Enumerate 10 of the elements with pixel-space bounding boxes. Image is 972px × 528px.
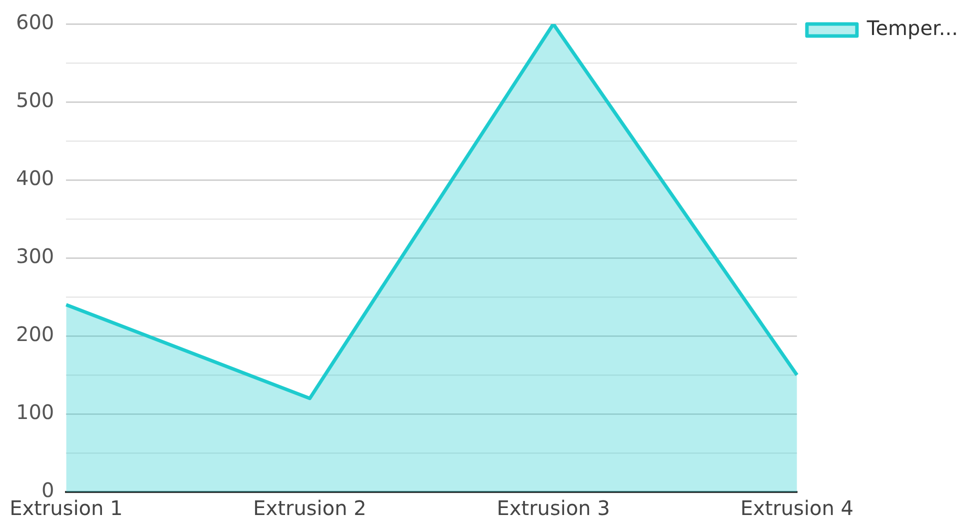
legend-label: Temper... xyxy=(866,16,958,40)
y-tick-label: 300 xyxy=(16,244,54,268)
x-tick-label: Extrusion 3 xyxy=(496,496,610,520)
y-tick-label: 600 xyxy=(16,10,54,34)
y-tick-label: 500 xyxy=(16,88,54,112)
y-tick-label: 100 xyxy=(16,400,54,424)
x-tick-label: Extrusion 2 xyxy=(253,496,366,520)
x-tick-label: Extrusion 4 xyxy=(740,496,854,520)
y-tick-label: 400 xyxy=(16,166,54,190)
y-tick-label: 200 xyxy=(16,322,54,346)
